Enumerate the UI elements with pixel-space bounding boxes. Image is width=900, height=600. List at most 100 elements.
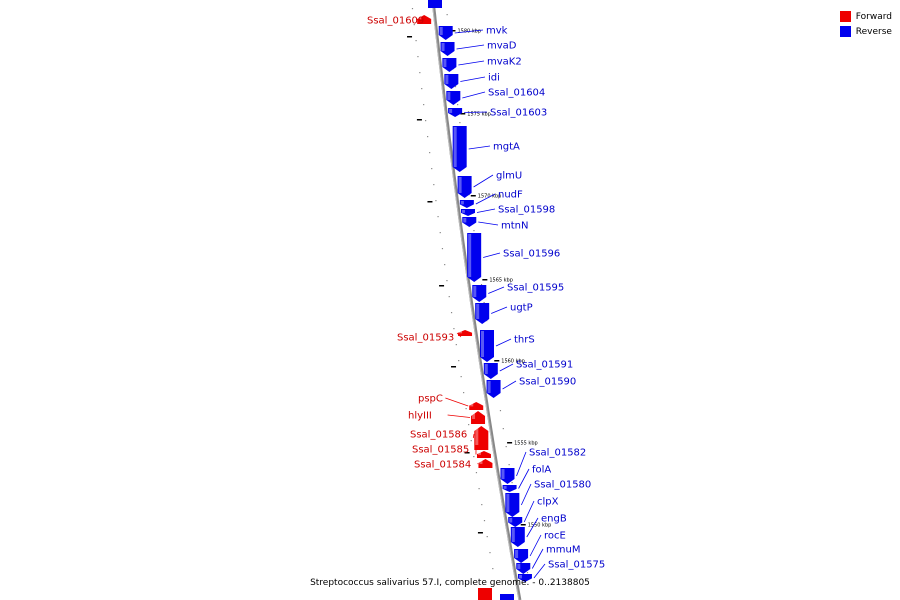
gene-label[interactable]: thrS: [514, 335, 535, 346]
gene-arrow[interactable]: [486, 380, 501, 398]
gene-label[interactable]: Ssal_01580: [534, 480, 591, 491]
gene-arrow[interactable]: [440, 42, 455, 56]
gene-label[interactable]: mmuM: [546, 545, 580, 556]
gene-feature[interactable]: Ssal_01580: [505, 480, 591, 518]
gene-label[interactable]: pspC: [418, 394, 443, 405]
gene-arrow-shine: [476, 304, 480, 319]
gene-arrow[interactable]: [471, 411, 486, 424]
gene-arrow[interactable]: [502, 485, 517, 492]
gene-arrow[interactable]: [460, 209, 475, 216]
gene-label[interactable]: ugtP: [510, 303, 533, 314]
gene-feature[interactable]: mvaD: [440, 41, 517, 57]
gene-feature[interactable]: glmU: [457, 171, 523, 199]
gene-feature[interactable]: Ssal_01598: [460, 205, 555, 217]
gene-label[interactable]: Ssal_01582: [529, 448, 586, 459]
gene-feature[interactable]: pspC: [418, 394, 484, 411]
gene-arrow[interactable]: [446, 91, 461, 105]
gene-feature[interactable]: clpX: [508, 497, 559, 528]
gene-label[interactable]: Ssal_01598: [498, 205, 555, 216]
gene-label[interactable]: clpX: [537, 497, 559, 508]
gene-label[interactable]: nudF: [498, 190, 523, 201]
gene-feature[interactable]: mgtA: [452, 126, 520, 172]
gene-label[interactable]: Ssal_01590: [519, 377, 576, 388]
gene-arrow[interactable]: [444, 74, 459, 89]
gene-label[interactable]: Ssal_01584: [414, 460, 471, 471]
gene-arrow[interactable]: [514, 549, 529, 563]
gene-feature[interactable]: Ssal_01604: [446, 88, 545, 106]
gene-arrow[interactable]: [510, 527, 525, 547]
gene-label[interactable]: Ssal_01575: [548, 560, 605, 571]
gene-arrow[interactable]: [438, 26, 453, 40]
gene-feature[interactable]: mvaK2: [442, 57, 522, 73]
gene-arrow[interactable]: [448, 108, 463, 117]
gene-label[interactable]: Ssal_01586: [410, 430, 467, 441]
gene-arrow[interactable]: [478, 459, 493, 468]
gene-feature[interactable]: Ssal_01593: [397, 330, 473, 344]
gene-label[interactable]: Ssal_01595: [507, 283, 564, 294]
gene-arrow[interactable]: [467, 233, 482, 282]
gene-feature[interactable]: mvk: [438, 26, 508, 41]
gene-feature[interactable]: folA: [502, 465, 552, 493]
gene-arrow[interactable]: [480, 330, 495, 362]
gene-arrow[interactable]: [505, 493, 520, 517]
gene-feature[interactable]: nudF: [459, 190, 523, 209]
gene-arrow[interactable]: [462, 217, 477, 227]
gene-arrow[interactable]: [500, 468, 515, 484]
gene-label[interactable]: engB: [541, 514, 567, 525]
gene-feature[interactable]: Ssal_01603: [448, 108, 547, 119]
gene-arrow[interactable]: [474, 426, 489, 450]
guide-dot: [499, 410, 502, 412]
gene-label[interactable]: mvaD: [487, 41, 517, 52]
gene-label[interactable]: idi: [488, 73, 500, 84]
gene-feature[interactable]: Ssal_01591: [483, 360, 573, 380]
gene-label[interactable]: mtnN: [501, 221, 528, 232]
gene-feature[interactable]: ugtP: [475, 303, 533, 325]
gene-arrow[interactable]: [457, 176, 472, 198]
gene-arrow[interactable]: [469, 402, 484, 410]
gene-feature[interactable]: engB: [510, 514, 567, 548]
gene-arrow[interactable]: [517, 574, 532, 582]
gene-arrow[interactable]: [476, 451, 491, 458]
gene-arrow[interactable]: [452, 126, 467, 172]
gene-arrow[interactable]: [458, 330, 473, 336]
gene-label[interactable]: Ssal_01591: [516, 360, 573, 371]
gene-feature[interactable]: Ssal_01584: [414, 459, 493, 471]
gene-feature[interactable]: Ssal_01609: [367, 15, 432, 27]
gene-feature[interactable]: hlyIII: [408, 411, 486, 425]
gene-feature[interactable]: Ssal_01582: [500, 448, 587, 485]
gene-feature[interactable]: Ssal_01590: [486, 377, 577, 399]
gene-feature[interactable]: Ssal_01585: [412, 445, 491, 459]
gene-arrow[interactable]: [516, 563, 531, 574]
gene-label[interactable]: Ssal_01604: [488, 88, 545, 99]
gene-feature[interactable]: Ssal_01595: [472, 283, 564, 303]
gene-label[interactable]: Ssal_01609: [367, 16, 424, 27]
gene-label[interactable]: mvk: [486, 26, 508, 37]
gene-label[interactable]: Ssal_01603: [490, 108, 547, 119]
gene-arrow[interactable]: [475, 303, 490, 324]
gene-label[interactable]: Ssal_01596: [503, 249, 560, 260]
gene-label[interactable]: Ssal_01593: [397, 333, 454, 344]
gene-arrow[interactable]: [442, 58, 457, 72]
gene-arrow[interactable]: [508, 517, 523, 527]
guide-dot: [502, 428, 504, 430]
gene-arrow[interactable]: [459, 200, 474, 208]
gene-feature[interactable]: Ssal_01596: [467, 233, 560, 282]
gene-arrow[interactable]: [483, 363, 498, 379]
gene-arrow[interactable]: [472, 285, 487, 302]
gene-label[interactable]: mvaK2: [487, 57, 522, 68]
gene-label[interactable]: Ssal_01585: [412, 445, 469, 456]
gene-arrow-shine: [468, 234, 472, 277]
gene-connector: [475, 193, 496, 205]
gene-feature[interactable]: mmuM: [516, 545, 580, 575]
gene-feature[interactable]: Ssal_01575: [517, 560, 605, 583]
gene-label[interactable]: glmU: [496, 171, 522, 182]
gene-label[interactable]: folA: [532, 465, 551, 476]
gene-label[interactable]: mgtA: [493, 142, 520, 153]
gene-feature[interactable]: thrS: [480, 330, 535, 362]
gene-feature[interactable]: idi: [444, 73, 500, 90]
gene-label[interactable]: rocE: [544, 531, 566, 542]
gene-feature[interactable]: rocE: [514, 531, 566, 564]
gene-feature[interactable]: Ssal_01586: [410, 426, 489, 450]
gene-label[interactable]: hlyIII: [408, 411, 432, 422]
gene-feature[interactable]: mtnN: [462, 217, 528, 232]
